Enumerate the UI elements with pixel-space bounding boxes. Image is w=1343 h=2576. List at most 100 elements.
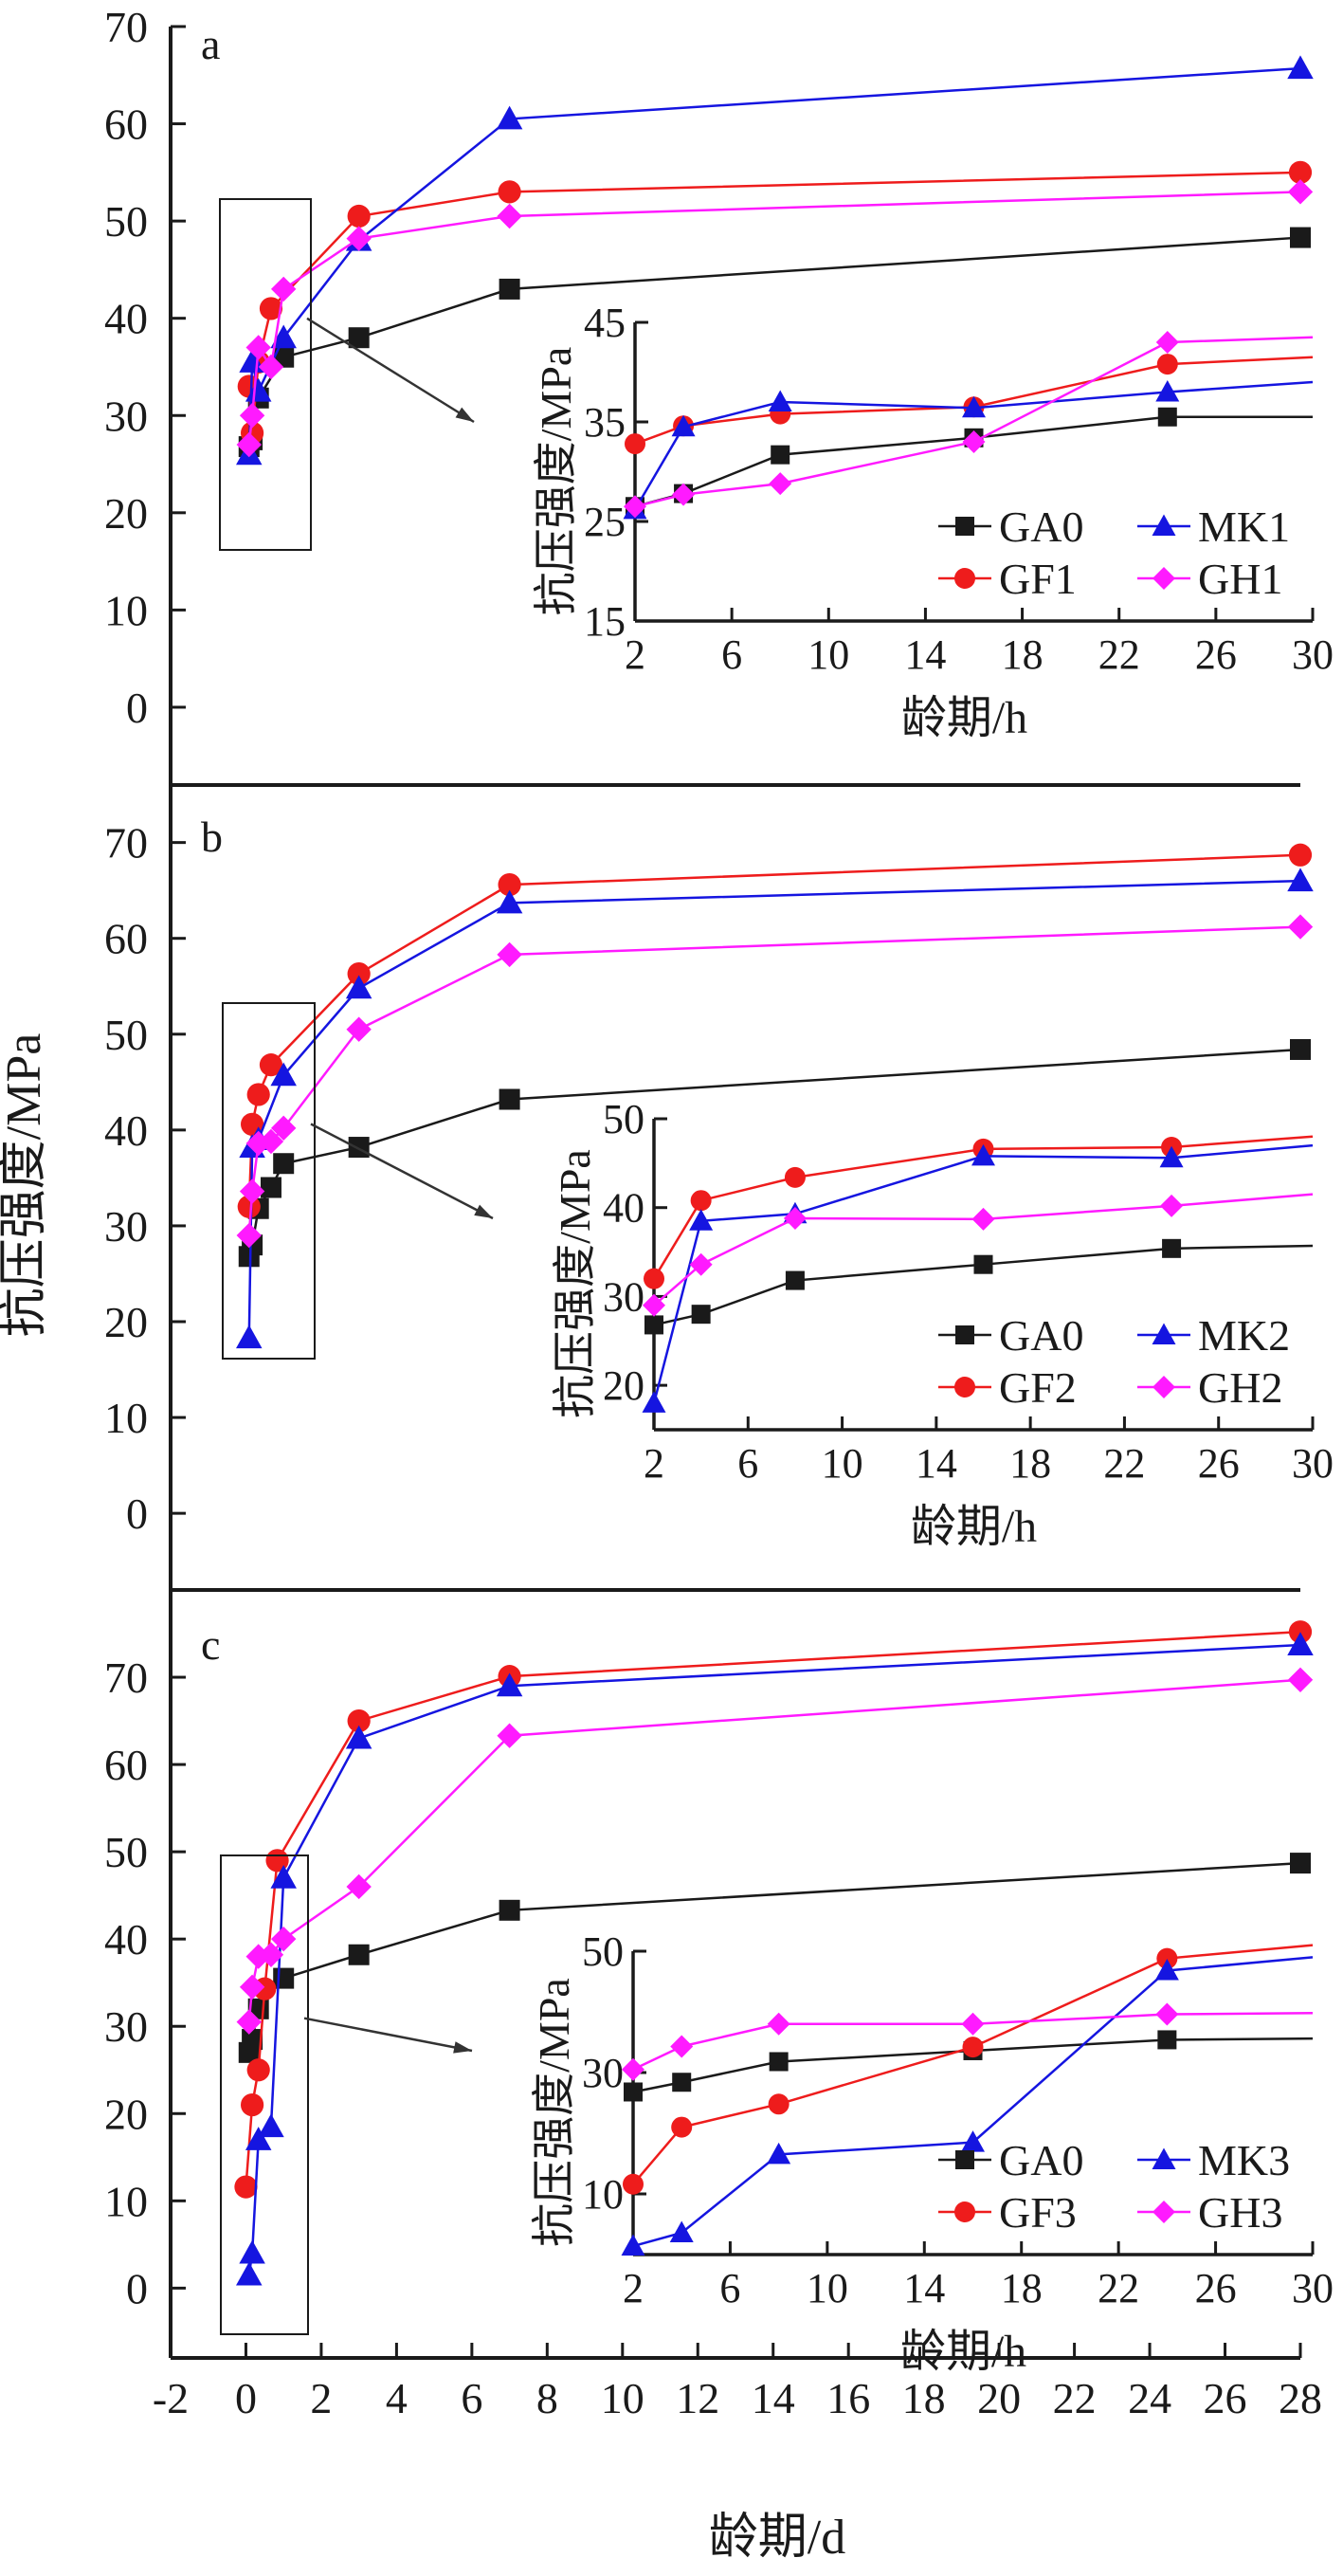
data-point <box>241 2092 264 2117</box>
inset-y-tick-label: 35 <box>584 399 626 446</box>
inset-data-point <box>670 2035 694 2058</box>
legend-label: GF1 <box>999 555 1077 603</box>
y-tick-label: 70 <box>104 3 148 51</box>
data-point <box>499 278 520 300</box>
data-point <box>271 1115 297 1142</box>
inset-x-tick-label: 26 <box>1195 631 1237 678</box>
legend-marker <box>954 2201 975 2222</box>
inset-y-tick-label: 50 <box>603 1096 644 1142</box>
inset-data-point <box>785 1270 805 1290</box>
data-point <box>345 975 372 999</box>
data-point <box>271 1926 297 1952</box>
x-tick-label: 18 <box>902 2374 946 2422</box>
data-point <box>499 1088 520 1110</box>
series-line <box>247 1643 1301 2275</box>
series-gf2 <box>237 843 1313 1218</box>
data-point <box>1287 55 1314 80</box>
inset-data-point <box>672 483 696 506</box>
series-mk3 <box>236 1632 1314 2286</box>
inset-y-tick-label: 30 <box>582 2050 624 2096</box>
x-tick-label: 16 <box>826 2374 870 2422</box>
legend-marker <box>955 1325 974 1344</box>
inset-series-line <box>653 1193 1314 1306</box>
inset-data-point <box>962 2037 984 2058</box>
data-point <box>245 1130 271 1157</box>
legend-label: MK3 <box>1198 2136 1290 2184</box>
x-tick-label: 10 <box>601 2374 644 2422</box>
data-point <box>348 327 370 349</box>
inset-data-point <box>671 414 696 437</box>
data-point <box>1288 1620 1313 1644</box>
y-tick-label: 40 <box>104 295 148 343</box>
inset-series-line <box>633 380 1314 511</box>
legend-label: GA0 <box>999 502 1083 551</box>
x-tick-label: 28 <box>1279 2374 1322 2422</box>
inset-x-tick-label: 30 <box>1292 631 1334 678</box>
inset-data-point <box>783 1206 807 1230</box>
data-point <box>1287 868 1314 892</box>
inset-y-tick-label: 30 <box>603 1273 644 1320</box>
legend-label: GF3 <box>999 2188 1077 2237</box>
inset-data-point <box>689 1252 713 1276</box>
x-tick-label: 6 <box>461 2374 482 2422</box>
data-point <box>236 1325 263 1349</box>
inset-x-tick-label: 14 <box>916 1440 957 1487</box>
legend-marker <box>1152 1323 1176 1344</box>
inset-data-point <box>644 1315 663 1335</box>
data-point <box>234 2175 258 2199</box>
data-point <box>498 873 521 897</box>
inset-data-point <box>624 495 646 519</box>
zoom-arrow <box>306 317 475 424</box>
legend-label: GF2 <box>999 1363 1077 1412</box>
inset-data-point <box>625 433 645 455</box>
inset-y-tick-label: 50 <box>582 1928 624 1975</box>
series-line <box>247 853 1301 1207</box>
y-tick-label: 50 <box>104 197 148 246</box>
panel-label: a <box>201 20 220 68</box>
inset-data-point <box>623 2173 644 2195</box>
inset-x-tick-label: 6 <box>719 2265 740 2311</box>
y-tick-label: 50 <box>104 1828 148 1876</box>
inset-series-line <box>652 1143 1314 1404</box>
data-point <box>497 203 522 229</box>
data-point <box>496 105 523 130</box>
inset-data-point <box>690 1190 712 1212</box>
inset-data-point <box>1155 2002 1179 2026</box>
inset-data-point <box>671 2116 693 2138</box>
data-point <box>245 377 272 402</box>
series-line <box>247 1048 1301 1257</box>
y-tick-label: 70 <box>104 1653 148 1702</box>
data-point <box>271 276 297 302</box>
x-tick-label: -2 <box>153 2374 189 2422</box>
inset-x-tick-label: 14 <box>904 631 946 678</box>
legend-marker <box>1152 2147 1176 2169</box>
inset-x-tick-label: 10 <box>808 631 849 678</box>
data-point <box>348 1137 370 1159</box>
figure-x-axis-label: 龄期/d <box>709 2511 845 2565</box>
legend-marker <box>955 2150 974 2169</box>
inset-data-point <box>768 2093 789 2115</box>
data-point <box>245 335 271 360</box>
data-point <box>246 2058 270 2082</box>
inset-series-line <box>652 1135 1314 1280</box>
data-point <box>239 349 265 373</box>
x-tick-label: 20 <box>977 2374 1021 2422</box>
data-point <box>1287 179 1314 205</box>
data-point <box>270 1865 297 1889</box>
zoom-box <box>222 1002 316 1360</box>
legend-marker <box>1152 567 1175 590</box>
data-point <box>259 1053 283 1077</box>
data-point <box>270 1062 297 1087</box>
data-point <box>270 324 297 349</box>
data-point <box>258 1128 284 1155</box>
inset-data-point <box>769 2052 789 2072</box>
inset-data-point <box>1156 354 1178 375</box>
x-tick-label: 24 <box>1128 2374 1171 2422</box>
data-point <box>258 354 284 380</box>
